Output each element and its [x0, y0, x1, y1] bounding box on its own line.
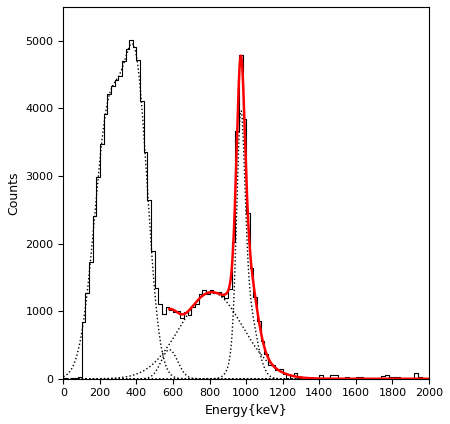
Y-axis label: Counts: Counts [7, 171, 20, 215]
X-axis label: Energy{keV}: Energy{keV} [205, 404, 288, 417]
